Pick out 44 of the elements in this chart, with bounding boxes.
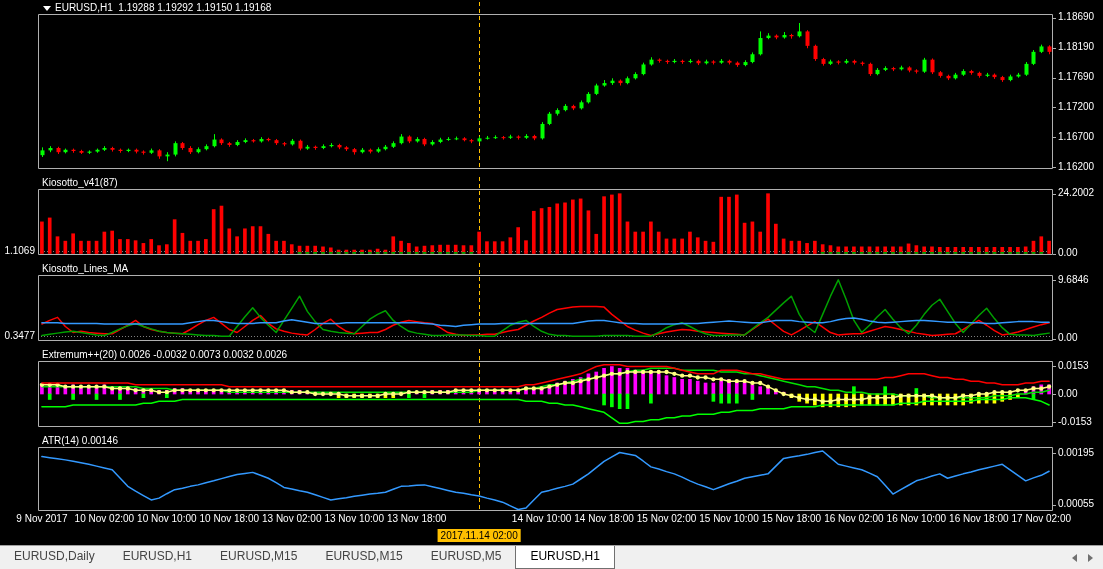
chart-title: EURUSD,H1 1.19288 1.19292 1.19150 1.19168 xyxy=(55,1,272,13)
y-tick-label: 0.00 xyxy=(1058,387,1078,399)
x-tick-label: 13 Nov 10:00 xyxy=(324,512,385,524)
chart-title: ATR(14) 0.00146 xyxy=(42,434,119,446)
x-tick-label: 17 Nov 02:00 xyxy=(1011,512,1072,524)
text: EURUSD,Daily xyxy=(13,548,96,565)
y-tick-label: 1.17690 xyxy=(1058,71,1095,83)
x-tick-label: 15 Nov 18:00 xyxy=(761,512,822,524)
y-tick-label: 1.16700 xyxy=(1058,130,1095,142)
x-tick-label: 10 Nov 10:00 xyxy=(137,512,197,524)
ref-line-label: 1.1069 xyxy=(4,244,36,256)
x-tick-label: 15 Nov 10:00 xyxy=(699,512,760,524)
text: EURUSD,M15 xyxy=(219,548,299,565)
y-tick-label: 0.00 xyxy=(1058,247,1078,259)
y-tick-label: 0.00 xyxy=(1058,332,1078,344)
y-tick-label: 0.0153 xyxy=(1058,359,1090,371)
y-tick-label: -0.0153 xyxy=(1058,415,1093,427)
chart-title: Kiosotto_Lines_MA xyxy=(42,262,129,274)
text: EURUSD,M5 xyxy=(429,548,503,565)
x-tick-label: 16 Nov 18:00 xyxy=(949,512,1009,524)
chart-title: Kiosotto_v41(87) xyxy=(42,176,118,188)
y-tick-label: 9.6846 xyxy=(1058,273,1090,285)
y-tick-label: 1.16200 xyxy=(1058,160,1095,172)
x-tick-label: 16 Nov 10:00 xyxy=(886,512,947,524)
ref-line-label: 0.3477 xyxy=(4,330,36,342)
text: EURUSD,M15 xyxy=(324,548,404,565)
x-tick-label: 14 Nov 18:00 xyxy=(574,512,635,524)
x-tick-label: 10 Nov 18:00 xyxy=(199,512,260,524)
x-tick-label: 13 Nov 02:00 xyxy=(262,512,322,524)
x-tick-label: 15 Nov 02:00 xyxy=(636,512,697,524)
y-tick-label: 24.2002 xyxy=(1058,187,1095,199)
y-tick-label: 1.18190 xyxy=(1058,41,1095,53)
x-tick-label: 13 Nov 18:00 xyxy=(386,512,447,524)
x-tick-label: 14 Nov 10:00 xyxy=(511,512,572,524)
x-tick-label: 9 Nov 2017 xyxy=(16,512,68,524)
chart-title: Extremum++(20) 0.0026 -0.0032 0.0073 0.0032 0.0026 xyxy=(42,348,288,360)
y-tick-label: 1.17200 xyxy=(1058,100,1095,112)
y-tick-label: 0.00055 xyxy=(1058,498,1095,510)
y-tick-label: 0.00195 xyxy=(1058,447,1095,458)
y-tick-label: 1.18690 xyxy=(1058,11,1095,23)
x-tick-label: 16 Nov 02:00 xyxy=(824,512,885,524)
text: EURUSD,H1 xyxy=(121,548,194,565)
x-tick-label: 2017.11.14 02:00 xyxy=(440,529,519,541)
x-tick-label: 10 Nov 02:00 xyxy=(74,512,135,524)
